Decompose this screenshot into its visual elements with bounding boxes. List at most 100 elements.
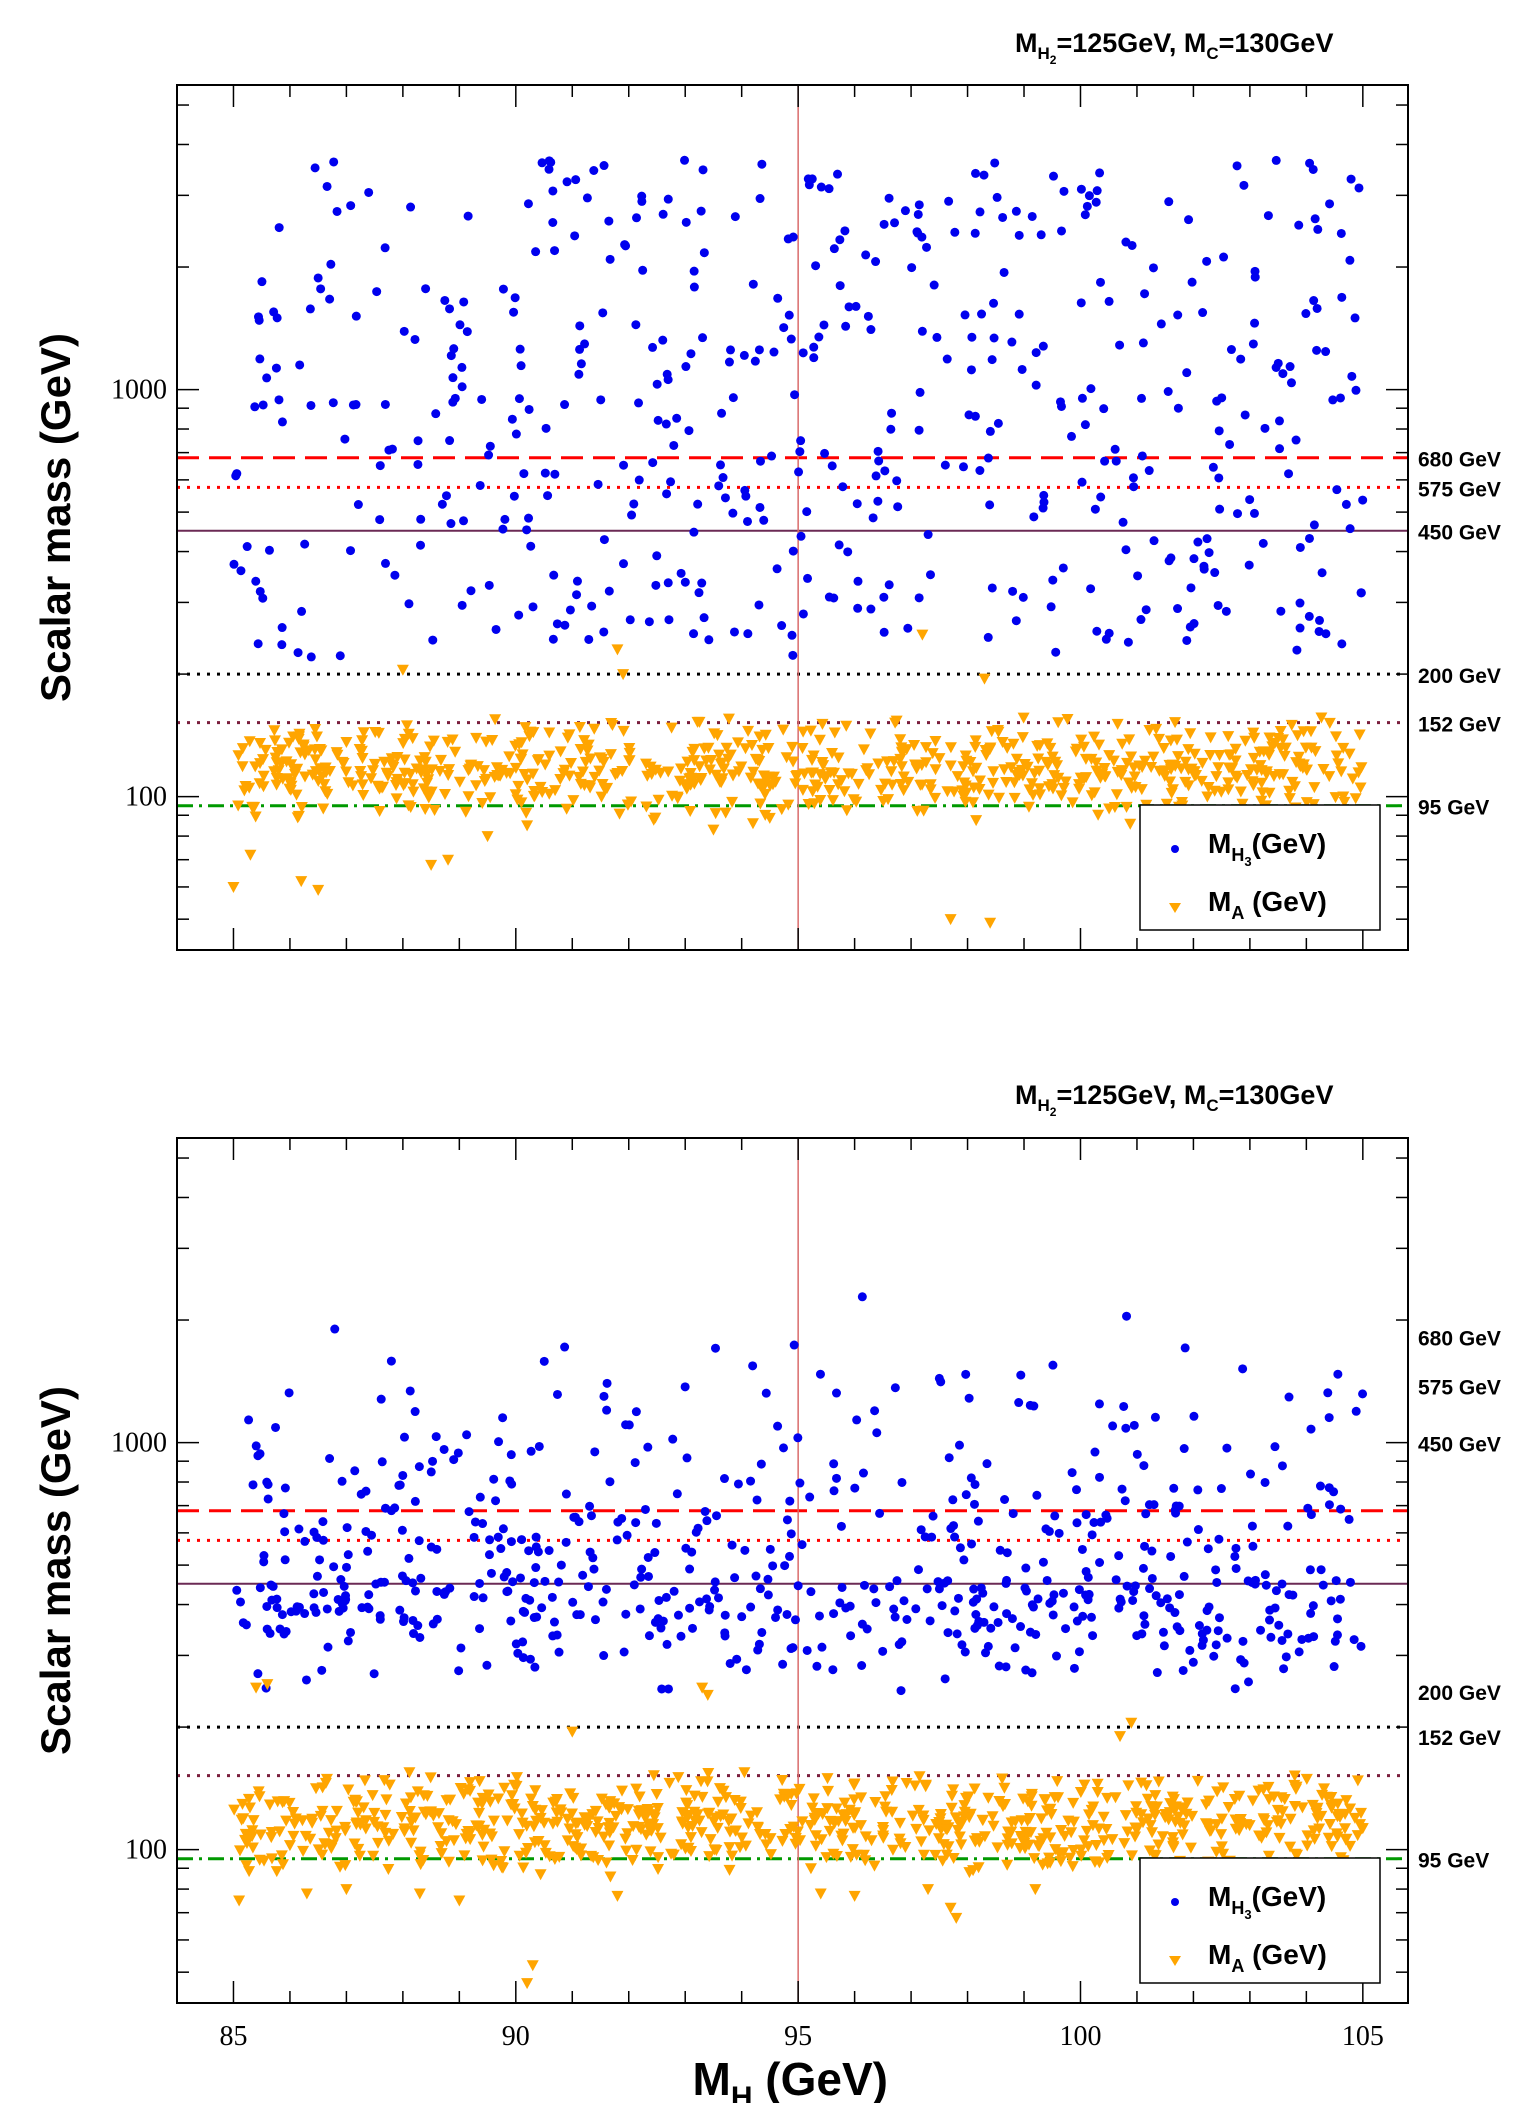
point-ma: [1022, 1839, 1035, 1851]
point-mh3: [1121, 1423, 1131, 1433]
point-ma: [684, 806, 697, 818]
point-mh3: [787, 630, 797, 640]
point-mh3: [342, 1562, 352, 1572]
point-ma: [950, 1912, 963, 1924]
point-ma: [738, 1767, 751, 1779]
point-mh3: [640, 1504, 650, 1514]
point-mh3: [916, 1525, 926, 1535]
point-mh3: [375, 1611, 385, 1621]
point-mh3: [1345, 524, 1355, 534]
point-ma: [253, 1791, 266, 1803]
point-mh3: [835, 1598, 845, 1608]
point-mh3: [1208, 462, 1218, 472]
point-mh3: [950, 1606, 960, 1616]
point-mh3: [1281, 1652, 1291, 1662]
point-ma: [734, 1802, 747, 1814]
point-mh3: [605, 254, 615, 264]
point-ma: [643, 1822, 656, 1834]
point-mh3: [498, 284, 508, 294]
point-mh3: [332, 206, 342, 216]
point-ma: [1147, 751, 1160, 763]
point-mh3: [765, 1544, 775, 1554]
point-ma: [680, 783, 693, 795]
point-mh3: [1305, 1565, 1315, 1575]
point-mh3: [1244, 560, 1254, 570]
point-ma: [1186, 1810, 1199, 1822]
point-ma: [857, 744, 870, 756]
point-mh3: [519, 469, 529, 479]
point-ma: [528, 791, 541, 803]
point-mh3: [627, 510, 637, 520]
point-mh3: [669, 1586, 679, 1596]
point-mh3: [754, 600, 764, 610]
point-ma: [1191, 1775, 1204, 1787]
point-ma: [1202, 781, 1215, 793]
point-ma: [1093, 739, 1106, 751]
x-tick-label: 105: [1342, 2021, 1384, 2052]
point-ma: [1290, 1781, 1303, 1793]
point-mh3: [617, 1513, 627, 1523]
point-mh3: [244, 1415, 254, 1425]
point-mh3: [486, 1568, 496, 1578]
point-mh3: [1350, 313, 1360, 323]
point-mh3: [1099, 404, 1109, 414]
point-mh3: [259, 1557, 269, 1567]
point-mh3: [1072, 1518, 1082, 1528]
point-ma: [910, 763, 923, 775]
point-mh3: [1185, 1645, 1195, 1655]
point-mh3: [696, 206, 706, 216]
point-mh3: [698, 165, 708, 175]
point-mh3: [449, 344, 459, 354]
point-mh3: [1110, 444, 1120, 454]
point-ma: [978, 673, 991, 685]
point-ma: [402, 800, 415, 812]
point-ma: [480, 736, 493, 748]
point-ma: [368, 1816, 381, 1828]
point-mh3: [1284, 469, 1294, 479]
point-mh3: [720, 493, 730, 503]
point-mh3: [827, 461, 837, 471]
point-mh3: [643, 1552, 653, 1562]
point-ma: [723, 1842, 736, 1854]
point-mh3: [506, 1616, 516, 1626]
point-ma: [553, 1851, 566, 1863]
point-ma: [588, 723, 601, 735]
point-mh3: [571, 175, 581, 185]
point-ma: [713, 749, 726, 761]
point-mh3: [1095, 277, 1105, 287]
point-ma: [532, 754, 545, 766]
point-mh3: [475, 1624, 485, 1634]
point-ma: [1078, 1835, 1091, 1847]
point-ma: [228, 1804, 241, 1816]
point-ma: [1305, 742, 1318, 754]
point-ma: [958, 777, 971, 789]
point-mh3: [322, 181, 332, 191]
point-ma: [357, 727, 370, 739]
point-ma: [978, 1831, 991, 1843]
point-mh3: [602, 1405, 612, 1415]
point-ma: [704, 1834, 717, 1846]
point-mh3: [900, 206, 910, 216]
point-mh3: [664, 615, 674, 625]
point-ma: [1125, 1850, 1138, 1862]
point-ma: [735, 1832, 748, 1844]
point-mh3: [887, 408, 897, 418]
point-ma: [879, 1791, 892, 1803]
point-mh3: [515, 1573, 525, 1583]
point-mh3: [421, 284, 431, 294]
point-mh3: [1332, 485, 1342, 495]
point-mh3: [680, 155, 690, 165]
point-mh3: [271, 1422, 281, 1432]
point-mh3: [829, 1609, 839, 1619]
point-ma: [565, 757, 578, 769]
point-mh3: [506, 1537, 516, 1547]
point-mh3: [238, 1618, 248, 1628]
point-ma: [947, 1852, 960, 1864]
point-ma: [934, 1809, 947, 1821]
point-ma: [964, 756, 977, 768]
point-mh3: [953, 1593, 963, 1603]
point-mh3: [1011, 616, 1021, 626]
point-ma: [808, 1812, 821, 1824]
point-mh3: [539, 1356, 549, 1366]
point-ma: [725, 1813, 738, 1825]
